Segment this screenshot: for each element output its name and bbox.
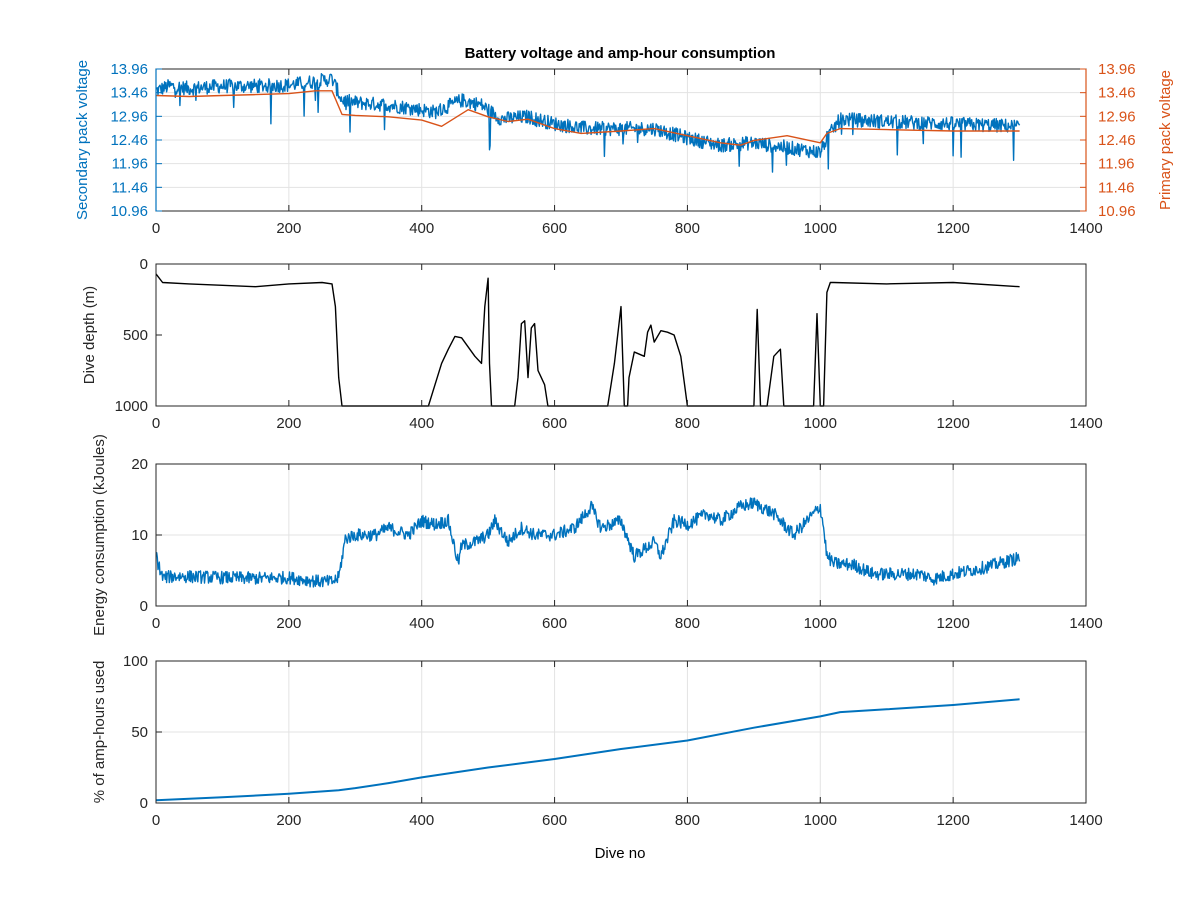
x-tick-label: 1400 — [1069, 615, 1102, 632]
x-tick-label: 1400 — [1069, 220, 1102, 237]
y-tick-label: 12.46 — [110, 132, 148, 149]
y-axis-label: Secondary pack voltage — [74, 60, 91, 220]
panel-3: 0 200 400 600 800 1000 1200 1400 0 10 20 Energy con… — [91, 434, 1103, 636]
x-tick-label: 1400 — [1069, 812, 1102, 829]
x-tick-label: 600 — [542, 615, 567, 632]
x-tick-label: 200 — [276, 415, 301, 432]
x-tick-label: 1200 — [936, 615, 969, 632]
x-tick-label: 600 — [542, 812, 567, 829]
y2-tick-label: 11.96 — [1098, 156, 1134, 173]
y-axis-label: Dive depth (m) — [81, 286, 98, 384]
panel-1: 0 200 400 600 800 1000 1200 140010.9611.4611.96… — [74, 60, 1174, 237]
x-tick-label: 1200 — [936, 220, 969, 237]
plot-area — [156, 264, 1086, 406]
x-tick-label: 1000 — [804, 615, 837, 632]
panel-4: 0 200 400 600 800 1000 1200 1400 0 50 100 % of amp-… — [91, 653, 1103, 829]
x-tick-label: 200 — [276, 615, 301, 632]
series-line-1 — [155, 497, 1021, 588]
x-tick-label: 800 — [675, 615, 700, 632]
x-tick-label: 800 — [675, 812, 700, 829]
x-tick-label: 1200 — [936, 812, 969, 829]
y2-tick-label: 10.96 — [1098, 203, 1136, 220]
panel-2: 0 200 400 600 800 1000 1200 1400 0 500 1000 Dive de… — [81, 256, 1103, 432]
y-tick-label: 11.46 — [112, 179, 148, 196]
figure-xlabel: Dive no — [595, 845, 646, 862]
x-tick-label: 1000 — [804, 220, 837, 237]
x-tick-label: 800 — [675, 220, 700, 237]
y-tick-label: 1000 — [115, 398, 148, 415]
x-tick-label: 600 — [542, 220, 567, 237]
series-line-1 — [155, 698, 1020, 802]
x-tick-label: 600 — [542, 415, 567, 432]
x-tick-label: 200 — [276, 220, 301, 237]
y-tick-label: 0 — [140, 795, 148, 812]
x-tick-label: 400 — [409, 615, 434, 632]
y2-tick-label: 13.96 — [1098, 61, 1136, 78]
y2-tick-label: 13.46 — [1098, 85, 1136, 102]
x-tick-label: 0 — [152, 415, 160, 432]
x-tick-label: 0 — [152, 220, 160, 237]
x-tick-label: 400 — [409, 415, 434, 432]
y-tick-label: 10.96 — [110, 203, 148, 220]
y-tick-label: 13.96 — [110, 61, 148, 78]
x-tick-label: 1000 — [804, 812, 837, 829]
y-tick-label: 20 — [131, 456, 148, 473]
y-tick-label: 50 — [131, 724, 148, 741]
y-tick-label: 13.46 — [110, 85, 148, 102]
x-tick-label: 0 — [152, 615, 160, 632]
y-tick-label: 11.96 — [112, 156, 148, 173]
x-tick-label: 0 — [152, 812, 160, 829]
y2-tick-label: 12.46 — [1098, 132, 1136, 149]
x-tick-label: 200 — [276, 812, 301, 829]
y2-tick-label: 11.46 — [1098, 179, 1134, 196]
y-tick-label: 0 — [140, 598, 148, 615]
x-tick-label: 400 — [409, 220, 434, 237]
y2-tick-label: 12.96 — [1098, 108, 1136, 125]
figure-title: Battery voltage and amp-hour consumption — [465, 45, 776, 62]
y-axis-label: Energy consumption (kJoules) — [91, 434, 108, 636]
y-tick-label: 0 — [140, 256, 148, 273]
x-tick-label: 1200 — [936, 415, 969, 432]
y-axis-label: % of amp-hours used — [91, 661, 108, 804]
y-tick-label: 500 — [123, 327, 148, 344]
panels: 0 200 400 600 800 1000 1200 140010.9611.4611.96… — [74, 60, 1174, 829]
x-tick-label: 800 — [675, 415, 700, 432]
y-tick-label: 12.96 — [110, 108, 148, 125]
y-tick-label: 10 — [131, 527, 148, 544]
x-tick-label: 400 — [409, 812, 434, 829]
y-tick-label: 100 — [123, 653, 148, 670]
x-tick-label: 1000 — [804, 415, 837, 432]
x-tick-label: 1400 — [1069, 415, 1102, 432]
y2-axis-label: Primary pack voltage — [1157, 70, 1174, 210]
series-line-2 — [155, 90, 1020, 146]
